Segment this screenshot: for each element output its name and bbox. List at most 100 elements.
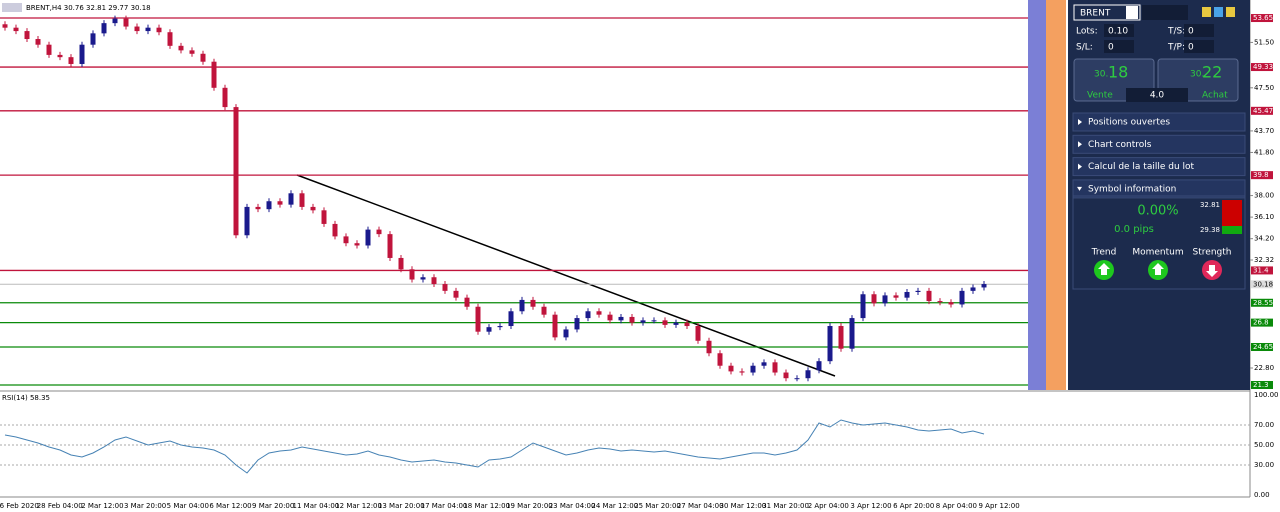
candle xyxy=(684,322,690,327)
candle xyxy=(255,206,261,210)
input[interactable] xyxy=(1104,24,1134,37)
lots: 0.10 xyxy=(1108,27,1128,37)
symbol-box xyxy=(1142,5,1188,20)
level-tag xyxy=(1251,298,1273,307)
candle xyxy=(354,243,360,246)
symbol-select[interactable] xyxy=(1073,4,1141,21)
candle xyxy=(937,301,943,303)
candle xyxy=(112,18,118,24)
rsi-tick-label: 70.00 xyxy=(1254,421,1274,429)
x-tick-label: 8 Apr 04:00 xyxy=(936,502,977,510)
x-tick-label: 3 Apr 12:00 xyxy=(850,502,891,510)
x-tick-label: 28 Feb 04:00 xyxy=(37,502,83,510)
section-title: Calcul de la taille du lot xyxy=(1088,162,1195,172)
arrow xyxy=(1152,263,1164,275)
ts-label: T/S: xyxy=(1167,27,1185,37)
candle xyxy=(519,299,525,312)
candle xyxy=(574,318,580,330)
change: 0.00% xyxy=(1137,204,1178,219)
x-tick-label: 12 Mar 12:00 xyxy=(335,502,382,510)
section-header[interactable] xyxy=(1072,179,1246,199)
rsi-tick-label: 0.00 xyxy=(1254,491,1270,499)
current-tag xyxy=(1251,280,1273,289)
candle xyxy=(90,33,96,45)
level-tag xyxy=(1251,63,1273,72)
rsi-tick-label: 100.00 xyxy=(1254,391,1279,399)
section-title: Positions ouvertes xyxy=(1088,118,1170,128)
input[interactable] xyxy=(1104,40,1134,53)
info-box xyxy=(1072,195,1246,290)
candle xyxy=(123,18,129,27)
candle xyxy=(79,44,85,64)
x-tick-label: 30 Mar 12:00 xyxy=(720,502,767,510)
level-label: 24.65 xyxy=(1253,343,1273,351)
current-price: 30.18 xyxy=(1253,280,1273,288)
candle xyxy=(607,314,613,321)
candle xyxy=(321,210,327,224)
candle xyxy=(486,327,492,332)
x-tick-label: 2 Apr 04:00 xyxy=(808,502,849,510)
spread-box xyxy=(1126,88,1188,102)
candle xyxy=(167,32,173,46)
band-orange xyxy=(1046,0,1066,390)
y-tick-label: 34.20 xyxy=(1254,235,1274,243)
section-header[interactable] xyxy=(1072,157,1246,177)
input[interactable] xyxy=(1184,24,1214,37)
y-tick-label: 36.10 xyxy=(1254,213,1274,221)
tp: 0 xyxy=(1188,43,1194,53)
x-tick-label: 5 Mar 04:00 xyxy=(167,502,209,510)
x-tick-label: 9 Mar 20:00 xyxy=(252,502,294,510)
caret xyxy=(1078,163,1082,170)
x-tick-label: 9 Apr 12:00 xyxy=(979,502,1020,510)
candle xyxy=(662,320,668,325)
candle xyxy=(156,27,162,33)
candle xyxy=(893,295,899,298)
level-tag xyxy=(1251,14,1273,23)
candle xyxy=(640,320,646,323)
candle xyxy=(464,297,470,307)
candle xyxy=(508,311,514,327)
high: 32.81 xyxy=(1200,201,1220,209)
candle xyxy=(365,229,371,246)
high-bar xyxy=(1222,200,1242,226)
btn[interactable] xyxy=(1202,7,1211,17)
candle xyxy=(398,257,404,270)
candle xyxy=(57,54,63,58)
level-label: 31.4 xyxy=(1253,266,1269,274)
x-tick-label: 24 Mar 12:00 xyxy=(591,502,638,510)
sl-label: S/L: xyxy=(1076,43,1093,53)
input[interactable] xyxy=(1184,40,1214,53)
section-header[interactable] xyxy=(1072,134,1246,154)
candle xyxy=(13,27,19,32)
candle xyxy=(310,206,316,211)
btn[interactable] xyxy=(1214,7,1223,17)
section-title: Symbol information xyxy=(1088,184,1176,194)
btn[interactable] xyxy=(1226,7,1235,17)
candle xyxy=(948,302,954,305)
y-tick-label: 51.50 xyxy=(1254,38,1274,46)
candle xyxy=(453,290,459,298)
candle xyxy=(200,53,206,62)
level-label: 39.8 xyxy=(1253,171,1269,179)
x-tick-label: 11 Mar 04:00 xyxy=(293,502,340,510)
candle xyxy=(24,31,30,40)
x-tick-label: 6 Apr 20:00 xyxy=(893,502,934,510)
x-tick-label: 27 Mar 04:00 xyxy=(677,502,724,510)
candle xyxy=(552,314,558,338)
dropdown[interactable] xyxy=(1126,6,1138,19)
candle xyxy=(761,362,767,366)
section-header[interactable] xyxy=(1072,112,1246,132)
candle xyxy=(134,26,140,32)
candle xyxy=(794,378,800,380)
band-purple xyxy=(1028,0,1046,390)
candle xyxy=(915,290,921,292)
candle xyxy=(838,326,844,349)
arrow xyxy=(1098,263,1110,275)
lots-label: Lots: xyxy=(1076,27,1098,37)
candle xyxy=(409,269,415,280)
candle xyxy=(299,193,305,207)
y-tick-label: 47.50 xyxy=(1254,84,1274,92)
trend-line xyxy=(296,174,836,377)
level-tag xyxy=(1251,318,1273,327)
candle xyxy=(717,353,723,366)
